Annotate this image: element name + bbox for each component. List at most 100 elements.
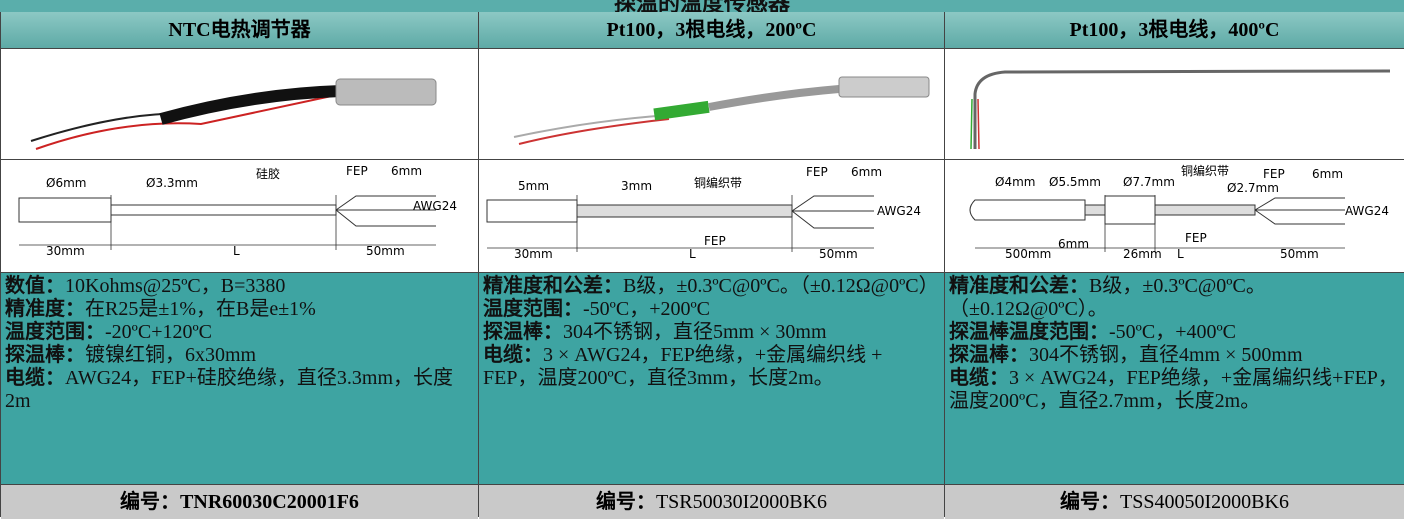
spec-text: 镀镍红铜，6x30mm xyxy=(85,344,257,366)
column-header: NTC电热调节器 xyxy=(1,12,478,49)
part-number: 编号：TNR60030C20001F6 xyxy=(1,485,478,519)
spec-item: 精准度：在R25是±1%，在B是e±1% xyxy=(5,298,474,321)
diagram-label: 30mm xyxy=(46,244,85,258)
part-label: 编号： xyxy=(120,491,181,513)
spec-item: 温度范围：-20ºC+120ºC xyxy=(5,321,474,344)
spec-label: 探温棒： xyxy=(483,321,563,343)
part-label: 编号： xyxy=(595,491,656,513)
part-label: 编号： xyxy=(1060,491,1121,513)
spec-text: 3 × AWG24，FEP绝缘，+金属编织线 + FEP，温度200ºC，直径3… xyxy=(483,344,883,389)
spec-label: 探温棒温度范围： xyxy=(949,321,1109,343)
spec-list: 精准度和公差：B级，±0.3ºC@0ºC。（±0.12Ω@0ºC）。 探温棒温度范… xyxy=(945,273,1404,485)
diagram-label: FEP xyxy=(806,165,828,179)
photo-drawing xyxy=(970,69,1391,150)
diagram-label: 26mm xyxy=(1123,247,1162,261)
diagram-label: AWG24 xyxy=(413,199,457,213)
spec-label: 探温棒： xyxy=(5,344,85,366)
spec-list: 数值：10Kohms@25ºC，B=3380 精准度：在R25是±1%，在B是e±… xyxy=(1,273,478,485)
diagram-label: 6mm xyxy=(1058,237,1089,251)
spec-text: 3 × AWG24，FEP绝缘，+金属编织线+FEP，温度200ºC，直径2.7… xyxy=(949,367,1398,412)
diagram-label: 6mm xyxy=(851,165,882,179)
spec-label: 温度范围： xyxy=(5,321,105,343)
spec-label: 精准度： xyxy=(5,298,85,320)
diagram-label: Ø4mm xyxy=(995,175,1035,189)
spec-label: 数值： xyxy=(5,275,65,297)
diagram-label: Ø7.7mm xyxy=(1123,175,1175,189)
diagram-label: 50mm xyxy=(366,244,405,258)
spec-item: 温度范围：-50ºC，+200ºC xyxy=(483,298,940,321)
diagram-label: FEP xyxy=(1185,231,1207,245)
product-photo xyxy=(479,49,944,160)
diagram-label: AWG24 xyxy=(1345,204,1389,218)
diagram-label: FEP xyxy=(704,234,726,248)
part-code: TSR50030I2000BK6 xyxy=(655,491,828,513)
dimension-diagram: Ø6mm Ø3.3mm 硅胶 FEP 6mm AWG24 30mm L 50mm xyxy=(1,160,478,273)
spec-text: AWG24，FEP+硅胶绝缘，直径3.3mm，长度2m xyxy=(5,367,454,412)
spec-list: 精准度和公差：B级，±0.3ºC@0ºC。（±0.12Ω@0ºC） 温度范围：-5… xyxy=(479,273,944,485)
spec-text: B级，±0.3ºC@0ºC。（±0.12Ω@0ºC）。 xyxy=(949,275,1266,320)
diagram-label: L xyxy=(1177,247,1184,261)
spec-label: 电缆： xyxy=(483,344,543,366)
diagram-label: 6mm xyxy=(391,164,422,178)
spec-label: 温度范围： xyxy=(483,298,583,320)
page-title: 探温的温度传感器 xyxy=(0,0,1404,16)
column: Pt100，3根电线，400ºC Ø4mm Ø5.5mm Ø7.7mm 铜编织带 Ø2.7… xyxy=(944,12,1404,519)
diagram-drawing: Ø6mm Ø3.3mm 硅胶 FEP 6mm AWG24 30mm L 50mm xyxy=(18,164,457,258)
spec-item: 精准度和公差：B级，±0.3ºC@0ºC。（±0.12Ω@0ºC） xyxy=(483,275,940,298)
spec-item: 电缆：3 × AWG24，FEP绝缘，+金属编织线+FEP，温度200ºC，直径… xyxy=(949,367,1400,413)
diagram-label: 6mm xyxy=(1312,167,1343,181)
spec-text: 10Kohms@25ºC，B=3380 xyxy=(65,275,286,297)
diagram-label: 500mm xyxy=(1005,247,1051,261)
diagram-label: Ø6mm xyxy=(46,176,86,190)
column-header: Pt100，3根电线，400ºC xyxy=(945,12,1404,49)
diagram-label: Ø2.7mm xyxy=(1227,181,1279,195)
spec-text: 在R25是±1%，在B是e±1% xyxy=(85,298,316,320)
diagram-label: 铜编织带 xyxy=(694,175,742,190)
spec-text: B级，±0.3ºC@0ºC。（±0.12Ω@0ºC） xyxy=(623,275,939,297)
spec-item: 探温棒：304不锈钢，直径4mm × 500mm xyxy=(949,344,1400,367)
dimension-diagram: 5mm 3mm 铜编织带 FEP 6mm AWG24 FEP 30mm L 50mm xyxy=(479,160,944,273)
diagram-label: 5mm xyxy=(518,179,549,193)
diagram-label: 硅胶 xyxy=(256,166,280,181)
column-header: Pt100，3根电线，200ºC xyxy=(479,12,944,49)
spec-item: 探温棒：304不锈钢，直径5mm × 30mm xyxy=(483,321,940,344)
spec-text: -50ºC，+400ºC xyxy=(1109,321,1237,343)
spec-label: 精准度和公差： xyxy=(949,275,1089,297)
spec-text: 304不锈钢，直径5mm × 30mm xyxy=(563,321,827,343)
diagram-label: 50mm xyxy=(1280,247,1319,261)
spec-item: 电缆：3 × AWG24，FEP绝缘，+金属编织线 + FEP，温度200ºC，… xyxy=(483,344,940,390)
part-number: 编号：TSR50030I2000BK6 xyxy=(479,485,944,519)
spec-item: 精准度和公差：B级，±0.3ºC@0ºC。（±0.12Ω@0ºC）。 xyxy=(949,275,1400,321)
diagram-label: FEP xyxy=(346,164,368,178)
photo-drawing xyxy=(30,78,437,150)
product-photo xyxy=(945,49,1404,160)
diagram-label: FEP xyxy=(1263,167,1285,181)
diagram-label: 50mm xyxy=(819,247,858,261)
diagram-label: L xyxy=(689,247,696,261)
diagram-label: 3mm xyxy=(621,179,652,193)
column: Pt100，3根电线，200ºC 5mm 3mm 铜编织带 FEP 6mm AWG24 FEP… xyxy=(478,12,944,519)
spec-item: 数值：10Kohms@25ºC，B=3380 xyxy=(5,275,474,298)
diagram-label: 30mm xyxy=(514,247,553,261)
photo-drawing xyxy=(513,76,930,145)
diagram-label: Ø5.5mm xyxy=(1049,175,1101,189)
spec-item: 探温棒温度范围：-50ºC，+400ºC xyxy=(949,321,1400,344)
spec-text: 304不锈钢，直径4mm × 500mm xyxy=(1029,344,1303,366)
part-code: TSS40050I2000BK6 xyxy=(1120,491,1289,513)
diagram-label: 铜编织带 xyxy=(1181,163,1229,178)
spec-label: 电缆： xyxy=(949,367,1009,389)
spec-text: -50ºC，+200ºC xyxy=(583,298,711,320)
diagram-label: AWG24 xyxy=(877,204,921,218)
product-photo xyxy=(1,49,478,160)
diagram-drawing: 5mm 3mm 铜编织带 FEP 6mm AWG24 FEP 30mm L 50mm xyxy=(486,165,921,261)
spec-item: 电缆：AWG24，FEP+硅胶绝缘，直径3.3mm，长度2m xyxy=(5,367,474,413)
spec-label: 精准度和公差： xyxy=(483,275,623,297)
spec-text: -20ºC+120ºC xyxy=(105,321,213,343)
diagram-label: Ø3.3mm xyxy=(146,176,198,190)
diagram-label: L xyxy=(233,244,240,258)
column: NTC电热调节器 Ø6mm Ø3.3mm 硅胶 FEP 6mm AWG24 30mm L 50mm… xyxy=(0,12,478,519)
dimension-diagram: Ø4mm Ø5.5mm Ø7.7mm 铜编织带 Ø2.7mm FEP 6mm AWG24 FEP… xyxy=(945,160,1404,273)
spec-label: 电缆： xyxy=(5,367,65,389)
